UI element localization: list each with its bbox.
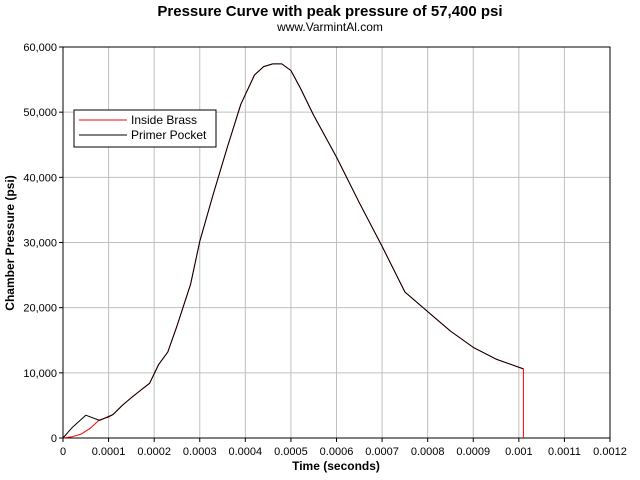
x-tick-label: 0.0004 [229,446,263,458]
series-lines [62,63,524,439]
legend: Inside Brass Primer Pocket [73,109,217,148]
y-axis-label: Chamber Pressure (psi) [3,175,17,310]
x-tick-label: 0.0011 [548,446,581,458]
chart-title: Pressure Curve with peak pressure of 57,… [157,3,502,20]
y-tick-label: 40,000 [23,172,57,184]
x-axis-label: Time (seconds) [292,459,380,473]
x-tick-label: 0.0009 [456,446,490,458]
x-tick-label: 0.0006 [320,446,354,458]
x-tick-label: 0.0007 [365,446,399,458]
x-tick-label: 0.0005 [274,446,308,458]
x-tick-label: 0.0002 [137,446,171,458]
y-tick-label: 50,000 [23,107,57,119]
x-tick-label: 0.0003 [183,446,217,458]
x-tick-label: 0 [60,446,66,458]
y-tick-label: 0 [51,433,57,445]
series-line-primer-pocket [62,63,524,439]
x-tick-label: 0.001 [505,446,533,458]
legend-box [73,109,217,148]
legend-label-primer-pocket: Primer Pocket [131,128,207,142]
legend-label-inside-brass: Inside Brass [131,113,197,127]
y-tick-label: 60,000 [23,42,57,54]
y-tick-label: 30,000 [23,238,57,250]
y-tick-label: 20,000 [23,303,57,315]
axis-ticks: 0 0.0001 0.0002 0.0003 0.0004 0.0005 0.0006 0.0… [23,42,626,458]
x-tick-label: 0.0001 [92,446,126,458]
chart-subtitle: www.VarmintAl.com [276,20,383,34]
y-tick-label: 10,000 [23,368,57,380]
x-tick-label: 0.0008 [411,446,445,458]
gridlines [63,47,610,438]
x-tick-label: 0.0012 [593,446,627,458]
